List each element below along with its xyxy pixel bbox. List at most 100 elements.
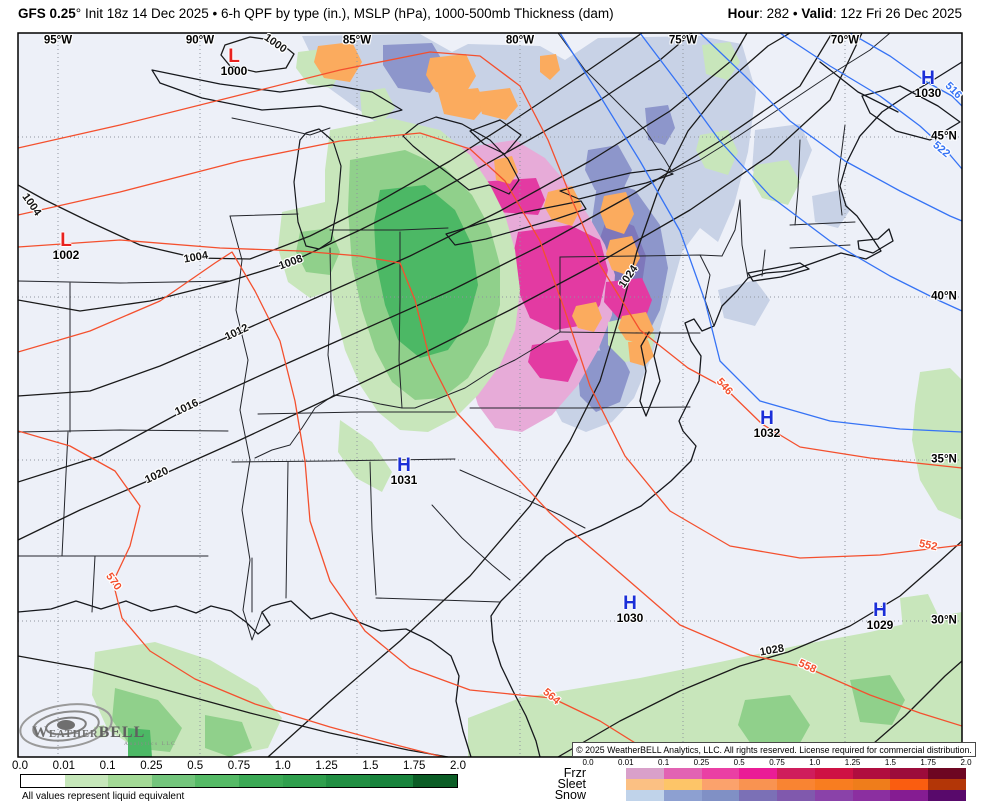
qpf-color-swatch: [151, 775, 196, 787]
qpf-tick: 1.75: [402, 760, 426, 772]
model-name: GFS 0.25: [18, 6, 76, 21]
ptype-tick: 0.01: [618, 758, 634, 767]
valid-label: Valid: [801, 6, 833, 21]
precip-sleet-layer: [314, 42, 654, 366]
ptype-color-swatch: [928, 779, 967, 790]
qpf-tick: 0.25: [140, 760, 163, 772]
ptype-color-swatch: [852, 790, 891, 801]
hurricane-swirl-icon: [19, 703, 113, 749]
ptype-tick: 0.5: [733, 758, 745, 767]
ptype-color-swatch: [626, 790, 664, 801]
ptype-color-swatch: [739, 779, 778, 790]
ptype-row-colorbar: [626, 768, 967, 779]
thickness-warm-contours: [18, 51, 962, 757]
ptype-tick: 0.25: [693, 758, 710, 767]
qpf-tick: 0.75: [227, 760, 251, 772]
ptype-row-label: Frzr: [563, 766, 586, 780]
qpf-legend-colorbar: [20, 774, 458, 788]
ptype-color-swatch: [814, 790, 853, 801]
ptype-color-swatch: [626, 768, 664, 779]
logo-text: WEATHERBELL: [32, 724, 145, 742]
ptype-row-colorbar: [626, 790, 967, 801]
qpf-tick: 0.1: [99, 760, 116, 772]
logo-text-bell: BELL: [98, 724, 146, 741]
grid-lines: [18, 33, 962, 757]
ptype-row-snow: Snow: [0, 788, 984, 802]
ptype-tick: 1.5: [884, 758, 896, 767]
ptype-color-swatch: [852, 779, 891, 790]
ptype-color-swatch: [928, 790, 967, 801]
qpf-tick: 2.0: [450, 760, 466, 772]
weatherbell-logo: WEATHERBELL Analytics LLC: [14, 694, 254, 756]
ptype-tick: 1.75: [920, 758, 936, 767]
map-title: GFS 0.25° Init 18z 14 Dec 2025 • 6-h QPF…: [18, 6, 614, 21]
legend-note: All values represent liquid equivalent: [22, 791, 185, 802]
ptype-color-swatch: [777, 790, 815, 801]
coastline: [18, 61, 962, 757]
ptype-row-colorbar: [626, 779, 967, 790]
ptype-tick: 1.0: [809, 758, 821, 767]
hour-label: Hour: [727, 6, 760, 21]
qpf-tick: 1.0: [274, 760, 291, 772]
degree-symbol: °: [75, 6, 82, 21]
qpf-tick: 0.5: [187, 760, 204, 772]
logo-subtext: Analytics LLC: [124, 741, 177, 747]
logo-text-eather: EATHER: [49, 729, 99, 740]
ptype-tick: 0.75: [769, 758, 785, 767]
ptype-row-sleet: Sleet: [0, 777, 984, 791]
qpf-color-swatch: [64, 775, 109, 787]
ptype-color-swatch: [814, 768, 853, 779]
ptype-color-swatch: [739, 790, 778, 801]
ptype-color-swatch: [814, 779, 853, 790]
logo-text-w: W: [32, 724, 49, 741]
ptype-row-label: Sleet: [557, 777, 587, 791]
hour-value: : 282 •: [759, 6, 802, 21]
qpf-tick: 1.25: [315, 760, 338, 772]
ptype-color-swatch: [663, 790, 702, 801]
mslp-contours: [18, 33, 962, 757]
ptype-color-swatch: [928, 768, 967, 779]
ptype-tick: 0.1: [658, 758, 670, 767]
thickness-cold-contours: [559, 33, 962, 433]
ptype-color-swatch: [890, 790, 929, 801]
ptype-color-swatch: [890, 779, 929, 790]
ptype-tick: 2.0: [960, 758, 972, 767]
ptype-tick: 1.25: [844, 758, 861, 767]
qpf-color-swatch: [282, 775, 327, 787]
qpf-color-swatch: [195, 775, 239, 787]
map-frame: [17, 32, 963, 758]
state-borders: [18, 33, 891, 641]
qpf-color-swatch: [413, 775, 457, 787]
ptype-color-swatch: [701, 790, 740, 801]
ptype-color-swatch: [777, 779, 815, 790]
ptype-color-swatch: [890, 768, 929, 779]
qpf-color-swatch: [326, 775, 370, 787]
ptype-color-swatch: [739, 768, 778, 779]
map-subtitle: Init 18z 14 Dec 2025 • 6-h QPF by type (…: [81, 6, 614, 21]
ptype-color-swatch: [852, 768, 891, 779]
ptype-color-swatch: [701, 779, 740, 790]
ptype-color-swatch: [663, 779, 702, 790]
qpf-tick: 1.5: [362, 760, 379, 772]
ptype-color-swatch: [663, 768, 702, 779]
ptype-color-swatch: [626, 779, 664, 790]
qpf-color-swatch: [369, 775, 414, 787]
qpf-tick: 0.0: [12, 760, 28, 772]
qpf-color-swatch: [108, 775, 152, 787]
ptype-row-label: Snow: [554, 788, 586, 802]
great-lakes: [151, 69, 674, 250]
copyright-notice: © 2025 WeatherBELL Analytics, LLC. All r…: [572, 742, 976, 757]
ptype-color-swatch: [777, 768, 815, 779]
ptype-tick: 0.0: [582, 758, 594, 767]
header-bar: GFS 0.25° Init 18z 14 Dec 2025 • 6-h QPF…: [0, 0, 984, 30]
ptype-color-swatch: [701, 768, 740, 779]
qpf-color-swatch: [238, 775, 283, 787]
qpf-color-swatch: [21, 775, 65, 787]
qpf-tick: 0.01: [52, 760, 75, 772]
ptype-row-frzr: Frzr: [0, 766, 984, 780]
valid-value: : 12z Fri 26 Dec 2025: [832, 6, 962, 21]
valid-time: Hour: 282 • Valid: 12z Fri 26 Dec 2025: [728, 6, 962, 21]
